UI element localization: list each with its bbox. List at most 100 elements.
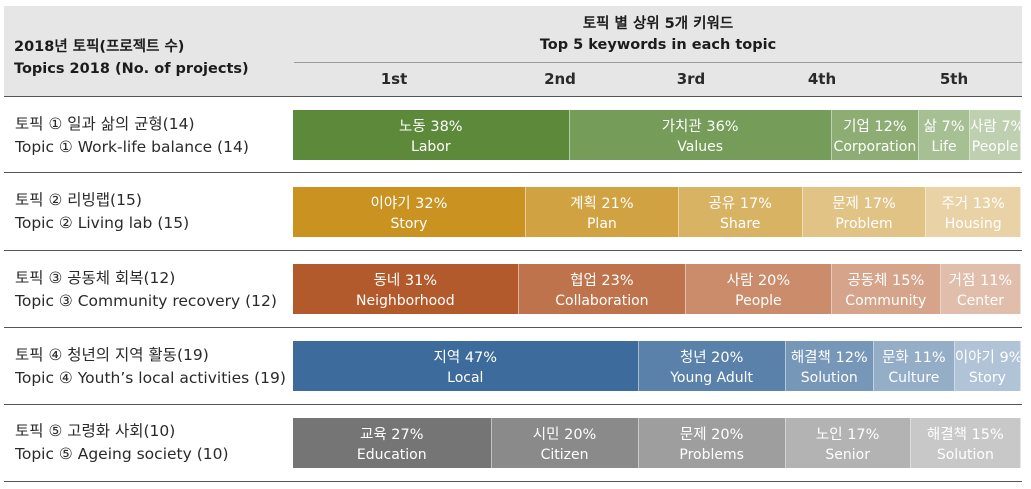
topic-label-en: Topic ③ Community recovery (12) <box>15 292 277 310</box>
bar-segment: 문제 20% Problems <box>638 418 786 468</box>
bar-label-en: Culture <box>888 370 940 386</box>
bar-label-ko: 사람 20% <box>726 273 791 289</box>
topic-label-5: 토픽 ⑤ 고령화 사회(10) Topic ⑤ Ageing society (… <box>15 420 229 466</box>
topics-column-header: 2018년 토픽(프로젝트 수) Topics 2018 (No. of pro… <box>14 36 249 80</box>
bar-label-en: People <box>735 293 782 309</box>
topic-label-1: 토픽 ① 일과 삶의 균형(14) Topic ① Work-life bala… <box>15 113 249 159</box>
bar-label-ko: 동네 31% <box>373 273 438 289</box>
table-header: 2018년 토픽(프로젝트 수) Topics 2018 (No. of pro… <box>4 6 1022 96</box>
bar-segment: 이야기 32% Story <box>293 187 526 237</box>
bar-label-ko: 사람 7% <box>970 115 1020 136</box>
bar-segment: 공유 17% Share <box>678 187 803 237</box>
bar-segment: 공동체 15% Community <box>831 264 941 314</box>
bar-value-label: 38% <box>430 119 463 135</box>
bar-value-label: 7% <box>941 119 965 135</box>
bar-segment: 거점 11% Center <box>940 264 1021 314</box>
bar-label-ko: 공동체 15% <box>847 273 925 289</box>
topic-label-en: Topic ① Work-life balance (14) <box>15 138 249 156</box>
bar-value-label: 12% <box>874 119 907 135</box>
topic-label-ko: 토픽 ③ 공동체 회복(12) <box>15 269 176 287</box>
bar-label-ko: 협업 23% <box>570 273 634 289</box>
bar-segment: 사람 7% People <box>970 110 1021 160</box>
bar-segment: 기업 12% Corporation <box>831 110 920 160</box>
bar-label-ko: 지역 47% <box>433 350 498 366</box>
rank-label-4th: 4th <box>807 70 837 88</box>
bar-value-label: 17% <box>739 196 772 212</box>
bar-value-label: 31% <box>404 273 438 289</box>
row-divider <box>4 250 1022 251</box>
bar-label-en: Solution <box>800 370 858 386</box>
keywords-title-en: Top 5 keywords in each topic <box>539 37 777 53</box>
row-divider <box>4 404 1022 405</box>
bar-label-ko: 교육 27% <box>360 427 424 443</box>
row-divider <box>4 172 1022 173</box>
bar-segment: 교육 27% Education <box>293 418 492 468</box>
bar-value-label: 13% <box>972 196 1005 212</box>
bar-value-label: 20% <box>757 273 791 289</box>
keywords-title-ko: 토픽 별 상위 5개 키워드 <box>582 16 734 32</box>
topic-label-ko: 토픽 ① 일과 삶의 균형(14) <box>15 115 195 133</box>
bar-label-en: Collaboration <box>555 293 649 309</box>
bar-value-label: 20% <box>564 427 597 443</box>
bar-label-ko: 주거 13% <box>941 196 1005 212</box>
bar-label-en: Story <box>390 216 428 232</box>
bar-label-en: Senior <box>825 447 870 463</box>
bar-segment: 해결책 12% Solution <box>785 341 874 391</box>
bar-label-en: Citizen <box>540 447 589 463</box>
bar-label-ko: 문화 11% <box>882 350 946 366</box>
bar-label-ko: 해결책 15% <box>926 427 1004 443</box>
bar-label-en: Local <box>447 370 484 386</box>
bar-label-en: Labor <box>411 139 451 155</box>
rank-label-3rd: 3rd <box>676 70 706 88</box>
bar-segment: 가치관 36% Values <box>569 110 832 160</box>
bar-value-label: 47% <box>464 350 498 366</box>
bar-label-en: Housing <box>944 216 1002 232</box>
bar-value-label: 11% <box>913 350 946 366</box>
bar-value-label: 7% <box>1001 119 1020 135</box>
bar-label-ko: 청년 20% <box>679 350 744 366</box>
bar-label-ko: 문제 20% <box>679 427 744 443</box>
bar-value-label: 15% <box>892 273 925 289</box>
bar-label-ko: 해결책 12% <box>790 350 868 366</box>
bar-segment: 해결책 15% Solution <box>910 418 1021 468</box>
bar-label-en: Story <box>968 370 1006 386</box>
topic-label-3: 토픽 ③ 공동체 회복(12) Topic ③ Community recove… <box>15 267 277 313</box>
bar-value-label: 17% <box>847 427 880 443</box>
topic-label-en: Topic ② Living lab (15) <box>15 214 190 232</box>
topic-label-en: Topic ④ Youth’s local activities (19) <box>15 369 286 387</box>
topic-label-en: Topic ⑤ Ageing society (10) <box>15 445 229 463</box>
bar-label-en: Young Adult <box>670 370 754 386</box>
bar-segment: 주거 13% Housing <box>926 187 1021 237</box>
bar-label-en: Values <box>677 139 724 155</box>
bar-label-ko: 삶 7% <box>923 119 965 135</box>
bar-value-label: 32% <box>415 196 448 212</box>
bar-value-label: 12% <box>835 350 868 366</box>
bar-segment: 사람 20% People <box>686 264 832 314</box>
bar-label-ko: 이야기 32% <box>370 196 448 212</box>
topics-header-ko: 2018년 토픽(프로젝트 수) <box>14 39 185 55</box>
bar-label-en: Share <box>720 216 761 232</box>
bar-label-en: Center <box>956 293 1004 309</box>
bar-value-label: 27% <box>391 427 424 443</box>
bar-label-ko: 계획 21% <box>570 196 634 212</box>
bar-label-en: People <box>971 139 1019 155</box>
rank-label-2nd: 2nd <box>544 70 576 88</box>
bar-label-en: Life <box>931 139 957 155</box>
row-divider <box>4 327 1022 328</box>
bar-label-en: Corporation <box>833 139 917 155</box>
bar-label-en: Community <box>845 293 927 309</box>
rank-label-1st: 1st <box>380 70 408 88</box>
bar-label-ko: 거점 11% <box>948 273 1013 289</box>
topic-label-ko: 토픽 ② 리빙랩(15) <box>15 191 142 209</box>
bar-value-label: 11% <box>979 273 1013 289</box>
table-bottom-line <box>4 481 1022 482</box>
bar-label-ko: 기업 12% <box>843 119 907 135</box>
bar-value-label: 21% <box>601 196 634 212</box>
bar-value-label: 17% <box>863 196 896 212</box>
bar-segment: 협업 23% Collaboration <box>518 264 687 314</box>
bar-segment: 문제 17% Problem <box>802 187 927 237</box>
bar-label-en: Solution <box>936 447 994 463</box>
header-bottom-line <box>4 96 1022 97</box>
bar-segment: 노동 38% Labor <box>293 110 570 160</box>
topics-header-en: Topics 2018 (No. of projects) <box>14 61 249 77</box>
